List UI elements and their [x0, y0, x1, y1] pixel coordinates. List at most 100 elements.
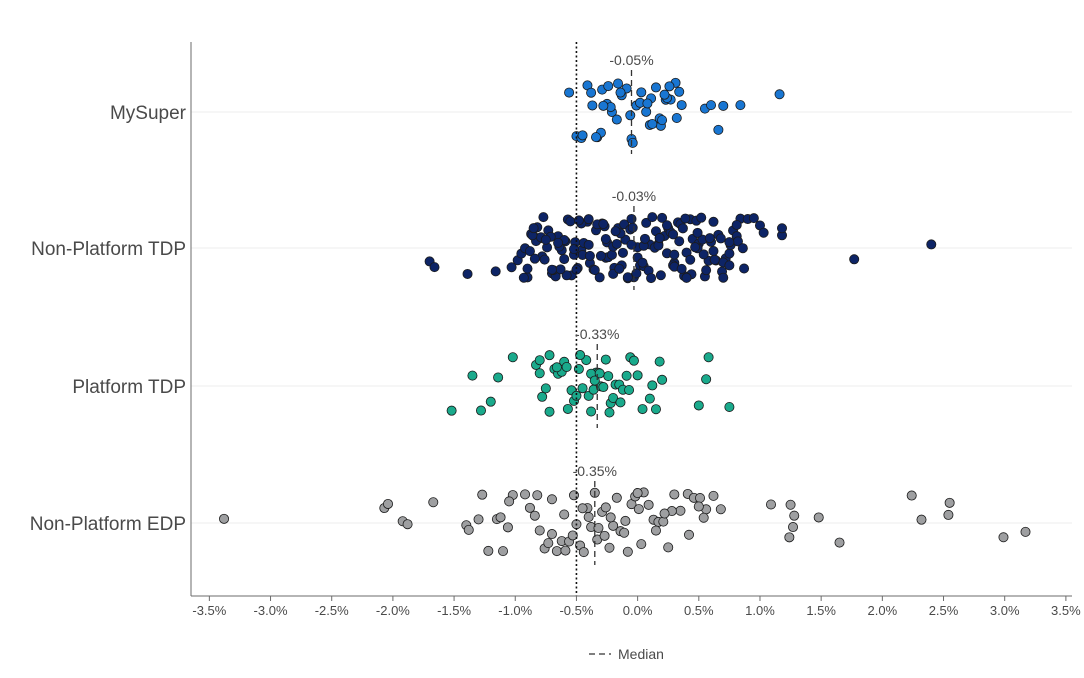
data-point [559, 254, 570, 265]
data-point [636, 87, 647, 98]
data-point [611, 492, 622, 503]
data-point [724, 401, 735, 412]
data-point [617, 247, 628, 258]
data-point [708, 490, 719, 501]
data-point [518, 272, 529, 283]
data-point [663, 542, 674, 553]
data-point [539, 254, 550, 265]
data-point [568, 244, 579, 255]
data-point [559, 509, 570, 520]
data-point [693, 400, 704, 411]
axis-layer [190, 42, 1072, 597]
data-point [534, 368, 545, 379]
data-point [473, 514, 484, 525]
data-point [613, 78, 624, 89]
data-point [551, 362, 562, 373]
data-point [219, 513, 230, 524]
data-point [543, 538, 554, 549]
data-point [654, 233, 665, 244]
data-point [605, 512, 616, 523]
data-point [621, 370, 632, 381]
data-point [537, 391, 548, 402]
x-tick-label: 3.0% [990, 603, 1020, 618]
data-point [553, 237, 564, 248]
data-point [944, 497, 955, 508]
data-point [715, 504, 726, 515]
data-point [506, 262, 517, 273]
data-point [538, 212, 549, 223]
data-point [560, 545, 571, 556]
data-point [713, 124, 724, 135]
data-point [591, 132, 602, 143]
category-label: Platform TDP [72, 377, 186, 398]
data-point [520, 489, 531, 500]
data-point [906, 490, 917, 501]
data-point [637, 257, 648, 268]
data-point [926, 239, 937, 250]
category-label: Non-Platform TDP [31, 239, 186, 260]
data-point [584, 250, 595, 261]
data-point [632, 488, 643, 499]
data-point [610, 226, 621, 237]
data-point [647, 118, 658, 129]
data-point [463, 524, 474, 535]
data-point [664, 81, 675, 92]
data-point [834, 537, 845, 548]
data-point [600, 234, 611, 245]
data-point [594, 272, 605, 283]
data-point [758, 227, 769, 238]
data-point [626, 213, 637, 224]
data-point [696, 212, 707, 223]
data-point [528, 223, 539, 234]
data-point [676, 263, 687, 274]
data-point [546, 529, 557, 540]
data-point [731, 219, 742, 230]
data-point [477, 489, 488, 500]
x-tick-label: -1.5% [437, 603, 471, 618]
data-point [637, 404, 648, 415]
data-point [626, 239, 637, 250]
data-point [718, 272, 729, 283]
data-point [604, 542, 615, 553]
data-point [540, 234, 551, 245]
data-point [724, 248, 735, 259]
data-point [661, 220, 672, 231]
data-point [735, 100, 746, 111]
data-point [708, 246, 719, 257]
data-point [703, 352, 714, 363]
data-point [485, 396, 496, 407]
data-point [603, 81, 614, 92]
data-point [639, 233, 650, 244]
data-point [916, 514, 927, 525]
data-point [718, 100, 729, 111]
data-point [546, 264, 557, 275]
data-point [813, 512, 824, 523]
data-point [650, 525, 661, 536]
data-point [586, 87, 597, 98]
data-point [614, 263, 625, 274]
data-point [627, 222, 638, 233]
data-point [540, 383, 551, 394]
x-tick-label: 0.0% [623, 603, 653, 618]
data-point [495, 512, 506, 523]
data-point [685, 254, 696, 265]
data-point [561, 270, 572, 281]
data-point [561, 362, 572, 373]
data-point [622, 546, 633, 557]
data-point [669, 489, 680, 500]
data-point [532, 490, 543, 501]
data-point [603, 371, 614, 382]
data-point [704, 233, 715, 244]
data-point [657, 374, 668, 385]
data-point [615, 87, 626, 98]
data-point [620, 515, 631, 526]
data-point [669, 249, 680, 260]
data-point [633, 504, 644, 515]
data-point [627, 137, 638, 148]
data-point [708, 216, 719, 227]
x-tick-label: 2.5% [929, 603, 959, 618]
data-point [577, 503, 588, 514]
data-point [695, 493, 706, 504]
data-point [534, 525, 545, 536]
